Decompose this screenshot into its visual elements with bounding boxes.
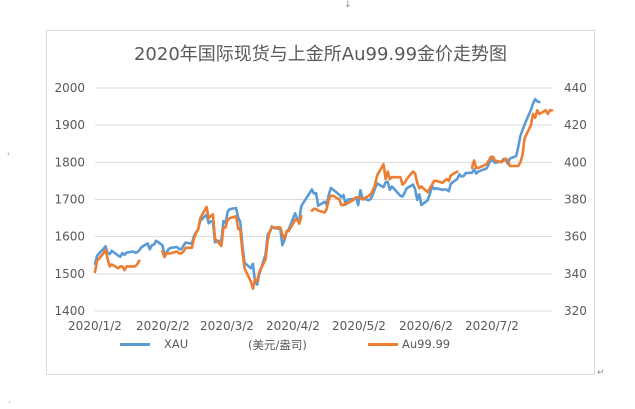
right-tick-label: 340 [564,267,587,281]
left-y-axis: 1400 1500 1600 1700 1800 1900 2000 [54,81,85,318]
left-tick-label: 2000 [54,81,85,95]
legend-label-au9999: Au99.99 [402,337,451,351]
right-tick-label: 400 [564,155,587,169]
left-tick-label: 1400 [54,304,85,318]
chart-title: 2020年国际现货与上金所Au99.99金价走势图 [133,44,508,65]
left-tick-label: 1900 [54,118,85,132]
x-tick-label: 2020/1/2 [68,319,122,333]
x-tick-label: 2020/3/2 [200,319,254,333]
right-y-axis: 320 340 360 380 400 420 440 [564,81,587,318]
document-left-tick: ' [7,152,10,162]
x-tick-label: 2020/4/2 [266,319,320,333]
left-tick-label: 1700 [54,193,85,207]
series-line-au9999-segment-2 [310,162,459,214]
right-tick-label: 420 [564,118,587,132]
x-tick-label: 2020/6/2 [399,319,453,333]
legend-item-au9999: Au99.99 [368,337,450,351]
series-line-au9999-segment-0 [93,248,141,274]
series-line-au9999-segment-3 [470,109,554,170]
document-bottom-mark: · [8,398,11,408]
gridlines [95,87,552,312]
legend-swatch-au9999 [368,342,398,346]
right-tick-label: 360 [564,230,587,244]
x-tick-label: 2020/2/2 [136,319,190,333]
document-return-mark: ↵ [597,368,605,378]
left-tick-label: 1600 [54,230,85,244]
series-line-xau-segment-0 [93,97,541,286]
document-down-arrow: ↓ [344,0,352,10]
left-tick-label: 1800 [54,155,85,169]
chart-legend: XAU (美元/盎司) Au99.99 [120,337,590,355]
legend-unit-label: (美元/盎司) [248,338,307,352]
legend-swatch-xau [120,342,150,346]
legend-label-xau: XAU [164,337,189,351]
right-tick-label: 380 [564,193,587,207]
series-lines [93,97,554,290]
right-tick-label: 440 [564,81,587,95]
right-tick-label: 320 [564,304,587,318]
legend-item-xau: XAU [120,337,188,351]
left-tick-label: 1500 [54,267,85,281]
x-axis: 2020/1/2 2020/2/2 2020/3/2 2020/4/2 2020/5/2… [68,319,519,333]
series-line-au9999-segment-1 [161,205,303,290]
x-tick-label: 2020/5/2 [332,319,386,333]
x-tick-label: 2020/7/2 [465,319,519,333]
